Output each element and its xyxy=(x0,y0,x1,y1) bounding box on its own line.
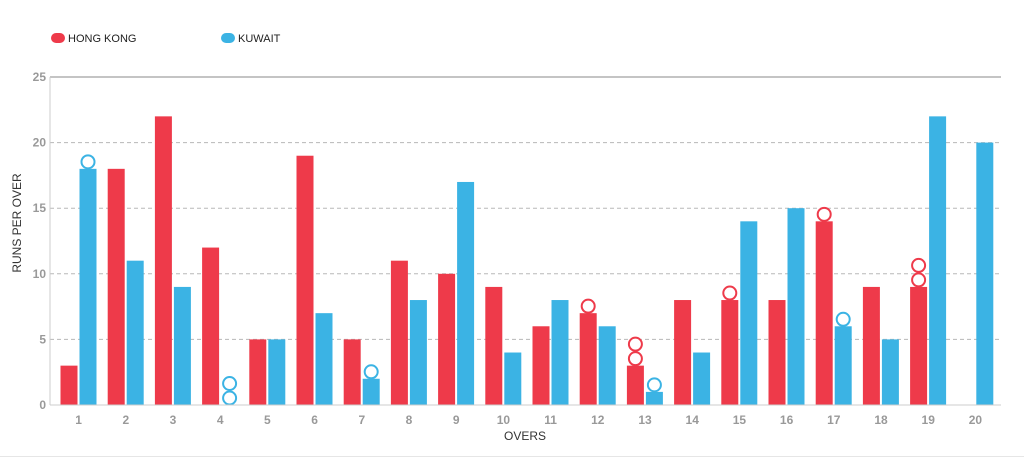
wicket-marker[interactable] xyxy=(222,390,238,406)
x-tick-label: 5 xyxy=(264,413,271,427)
bar-hong-kong-over-5[interactable] xyxy=(249,339,267,405)
wicket-marker[interactable] xyxy=(722,285,738,301)
wicket-marker[interactable] xyxy=(627,336,643,352)
wicket-marker[interactable] xyxy=(222,376,238,391)
bar-kuwait-over-6[interactable] xyxy=(315,313,333,405)
y-tick-label: 5 xyxy=(39,332,46,346)
bar-kuwait-over-9[interactable] xyxy=(457,181,475,405)
x-tick-label: 18 xyxy=(874,413,888,427)
bar-kuwait-over-5[interactable] xyxy=(268,339,286,405)
wicket-markers xyxy=(80,154,927,406)
bar-hong-kong-over-12[interactable] xyxy=(579,313,597,405)
bar-kuwait-over-18[interactable] xyxy=(881,339,899,405)
bar-hong-kong-over-1[interactable] xyxy=(60,365,78,405)
y-tick-label: 10 xyxy=(33,267,47,281)
bar-hong-kong-over-17[interactable] xyxy=(815,221,833,405)
gridlines xyxy=(50,76,1001,340)
x-tick-label: 19 xyxy=(922,413,936,427)
bar-kuwait-over-20[interactable] xyxy=(976,142,994,405)
bar-hong-kong-over-8[interactable] xyxy=(390,260,408,405)
x-tick-label: 8 xyxy=(406,413,413,427)
legend-label-kuwait[interactable]: KUWAIT xyxy=(238,33,281,45)
bar-hong-kong-over-14[interactable] xyxy=(674,300,692,405)
bar-kuwait-over-1[interactable] xyxy=(79,168,97,405)
legend-swatch-kuwait[interactable] xyxy=(221,33,235,43)
bar-kuwait-over-8[interactable] xyxy=(409,300,427,405)
x-tick-label: 3 xyxy=(170,413,177,427)
bar-hong-kong-over-3[interactable] xyxy=(154,116,172,406)
bar-kuwait-over-17[interactable] xyxy=(834,326,852,405)
bar-kuwait-over-16[interactable] xyxy=(787,208,805,405)
wicket-marker[interactable] xyxy=(835,311,851,327)
bar-kuwait-over-13[interactable] xyxy=(645,391,663,405)
bar-kuwait-over-15[interactable] xyxy=(740,221,758,405)
wicket-marker[interactable] xyxy=(580,298,596,314)
bar-kuwait-over-19[interactable] xyxy=(929,116,947,406)
bar-hong-kong-over-10[interactable] xyxy=(485,286,503,405)
wicket-marker[interactable] xyxy=(80,154,96,170)
x-tick-label: 10 xyxy=(497,413,511,427)
x-tick-label: 12 xyxy=(591,413,605,427)
wicket-marker[interactable] xyxy=(911,272,927,288)
wicket-marker[interactable] xyxy=(911,257,927,273)
x-tick-label: 15 xyxy=(733,413,747,427)
x-tick-label: 11 xyxy=(544,413,557,427)
wicket-marker[interactable] xyxy=(363,364,379,380)
y-tick-label: 20 xyxy=(33,136,47,150)
bar-hong-kong-over-18[interactable] xyxy=(862,286,880,405)
x-tick-label: 13 xyxy=(638,413,652,427)
x-tick-label: 17 xyxy=(827,413,841,427)
bottom-divider xyxy=(0,456,1024,457)
bar-hong-kong-over-19[interactable] xyxy=(910,286,928,405)
x-tick-label: 14 xyxy=(686,413,700,427)
y-axis-title: RUNS PER OVER xyxy=(10,173,24,273)
y-tick-label: 0 xyxy=(39,398,46,412)
bars xyxy=(60,116,994,406)
x-tick-label: 7 xyxy=(358,413,365,427)
wicket-marker[interactable] xyxy=(816,206,832,222)
bar-hong-kong-over-4[interactable] xyxy=(202,247,220,405)
bar-hong-kong-over-9[interactable] xyxy=(438,273,456,405)
bar-kuwait-over-10[interactable] xyxy=(504,352,522,405)
x-tick-label: 6 xyxy=(311,413,318,427)
y-tick-label: 25 xyxy=(33,70,47,84)
x-tick-label: 16 xyxy=(780,413,794,427)
wicket-marker[interactable] xyxy=(627,351,643,367)
legend-swatch-hong-kong[interactable] xyxy=(51,33,65,43)
bar-kuwait-over-2[interactable] xyxy=(126,260,144,405)
bar-kuwait-over-3[interactable] xyxy=(173,286,191,405)
bar-kuwait-over-7[interactable] xyxy=(362,378,380,405)
bar-kuwait-over-11[interactable] xyxy=(551,300,569,405)
legend-label-hong-kong[interactable]: HONG KONG xyxy=(68,33,136,45)
x-tick-label: 4 xyxy=(217,413,224,427)
bar-hong-kong-over-13[interactable] xyxy=(626,365,644,405)
legend: HONG KONG KUWAIT xyxy=(51,33,281,45)
x-tick-label: 1 xyxy=(75,413,82,427)
bar-hong-kong-over-16[interactable] xyxy=(768,300,786,405)
x-axis-title: OVERS xyxy=(504,429,546,443)
bar-hong-kong-over-6[interactable] xyxy=(296,155,314,405)
x-tick-label: 2 xyxy=(122,413,129,427)
x-tick-label: 9 xyxy=(453,413,460,427)
bar-kuwait-over-12[interactable] xyxy=(598,326,616,405)
y-tick-label: 15 xyxy=(33,201,47,215)
bar-hong-kong-over-2[interactable] xyxy=(107,168,125,405)
bar-hong-kong-over-11[interactable] xyxy=(532,326,550,405)
bar-hong-kong-over-7[interactable] xyxy=(343,339,361,405)
x-tick-label: 20 xyxy=(969,413,983,427)
bar-hong-kong-over-15[interactable] xyxy=(721,300,739,405)
wicket-marker[interactable] xyxy=(646,377,662,393)
bar-kuwait-over-14[interactable] xyxy=(693,352,711,405)
